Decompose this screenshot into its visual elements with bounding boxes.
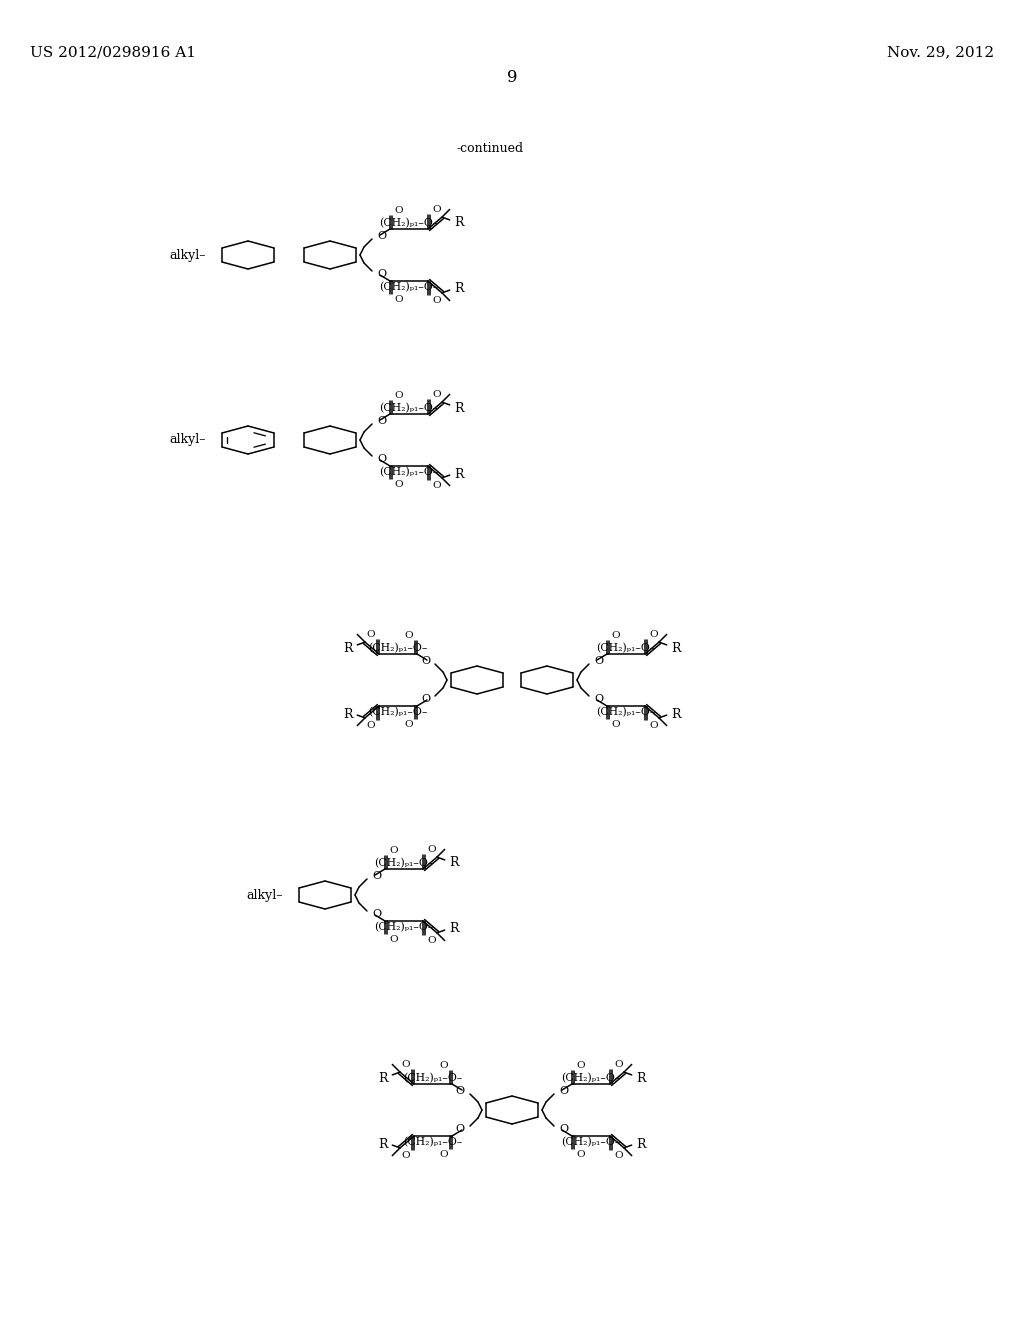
Text: O: O: [427, 936, 435, 945]
Text: R: R: [449, 857, 459, 870]
Text: R: R: [636, 1138, 645, 1151]
Text: O: O: [367, 722, 375, 730]
Text: R: R: [454, 282, 464, 296]
Text: O: O: [456, 1125, 465, 1134]
Text: R: R: [343, 642, 353, 655]
Text: US 2012/0298916 A1: US 2012/0298916 A1: [30, 45, 196, 59]
Text: O: O: [575, 1061, 585, 1071]
Text: O: O: [649, 630, 657, 639]
Text: O: O: [377, 269, 386, 279]
Text: O: O: [614, 1151, 623, 1160]
Text: O: O: [611, 719, 620, 729]
Text: O: O: [432, 205, 440, 214]
Text: R: R: [379, 1138, 388, 1151]
Text: O: O: [377, 231, 386, 242]
Text: R: R: [454, 467, 464, 480]
Text: alkyl–: alkyl–: [247, 888, 283, 902]
Text: R: R: [454, 401, 464, 414]
Text: (CH₂)ₚ₁–O–: (CH₂)ₚ₁–O–: [369, 708, 428, 717]
Text: 9: 9: [507, 70, 517, 87]
Text: (CH₂)ₚ₁–O–: (CH₂)ₚ₁–O–: [403, 1137, 463, 1147]
Text: (CH₂)ₚ₁–O–: (CH₂)ₚ₁–O–: [379, 282, 438, 292]
Text: O: O: [389, 935, 397, 944]
Text: O: O: [611, 631, 620, 640]
Text: O: O: [432, 389, 440, 399]
Text: (CH₂)ₚ₁–O–: (CH₂)ₚ₁–O–: [379, 218, 438, 228]
Text: alkyl–: alkyl–: [170, 248, 206, 261]
Text: -continued: -continued: [457, 141, 523, 154]
Text: O: O: [377, 416, 386, 426]
Text: O: O: [377, 454, 386, 465]
Text: O: O: [389, 846, 397, 855]
Text: (CH₂)ₚ₁–O–: (CH₂)ₚ₁–O–: [379, 403, 438, 413]
Text: O: O: [439, 1061, 449, 1071]
Text: O: O: [594, 656, 603, 667]
Text: R: R: [343, 708, 353, 721]
Text: R: R: [454, 216, 464, 230]
Text: O: O: [401, 1151, 410, 1160]
Text: O: O: [394, 206, 402, 215]
Text: O: O: [421, 656, 430, 667]
Text: (CH₂)ₚ₁–O–: (CH₂)ₚ₁–O–: [561, 1137, 621, 1147]
Text: O: O: [394, 391, 402, 400]
Text: O: O: [404, 719, 413, 729]
Text: (CH₂)ₚ₁–O–: (CH₂)ₚ₁–O–: [369, 643, 428, 653]
Text: Nov. 29, 2012: Nov. 29, 2012: [887, 45, 994, 59]
Text: R: R: [671, 642, 681, 655]
Text: alkyl–: alkyl–: [170, 433, 206, 446]
Text: (CH₂)ₚ₁–O–: (CH₂)ₚ₁–O–: [596, 708, 655, 717]
Text: O: O: [394, 480, 402, 488]
Text: O: O: [432, 482, 440, 491]
Text: O: O: [456, 1086, 465, 1096]
Text: O: O: [439, 1150, 449, 1159]
Text: O: O: [432, 297, 440, 305]
Text: (CH₂)ₚ₁–O–: (CH₂)ₚ₁–O–: [403, 1073, 463, 1082]
Text: (CH₂)ₚ₁–O–: (CH₂)ₚ₁–O–: [561, 1073, 621, 1082]
Text: O: O: [367, 630, 375, 639]
Text: R: R: [449, 923, 459, 936]
Text: O: O: [421, 694, 430, 704]
Text: O: O: [649, 722, 657, 730]
Text: R: R: [636, 1072, 645, 1085]
Text: (CH₂)ₚ₁–O–: (CH₂)ₚ₁–O–: [375, 858, 434, 869]
Text: (CH₂)ₚ₁–O–: (CH₂)ₚ₁–O–: [375, 921, 434, 932]
Text: O: O: [404, 631, 413, 640]
Text: O: O: [372, 909, 381, 919]
Text: R: R: [671, 708, 681, 721]
Text: O: O: [559, 1086, 568, 1096]
Text: O: O: [614, 1060, 623, 1069]
Text: O: O: [575, 1150, 585, 1159]
Text: (CH₂)ₚ₁–O–: (CH₂)ₚ₁–O–: [596, 643, 655, 653]
Text: (CH₂)ₚ₁–O–: (CH₂)ₚ₁–O–: [379, 467, 438, 478]
Text: O: O: [394, 294, 402, 304]
Text: O: O: [401, 1060, 410, 1069]
Text: O: O: [559, 1125, 568, 1134]
Text: O: O: [427, 845, 435, 854]
Text: O: O: [372, 871, 381, 880]
Text: O: O: [594, 694, 603, 704]
Text: R: R: [379, 1072, 388, 1085]
